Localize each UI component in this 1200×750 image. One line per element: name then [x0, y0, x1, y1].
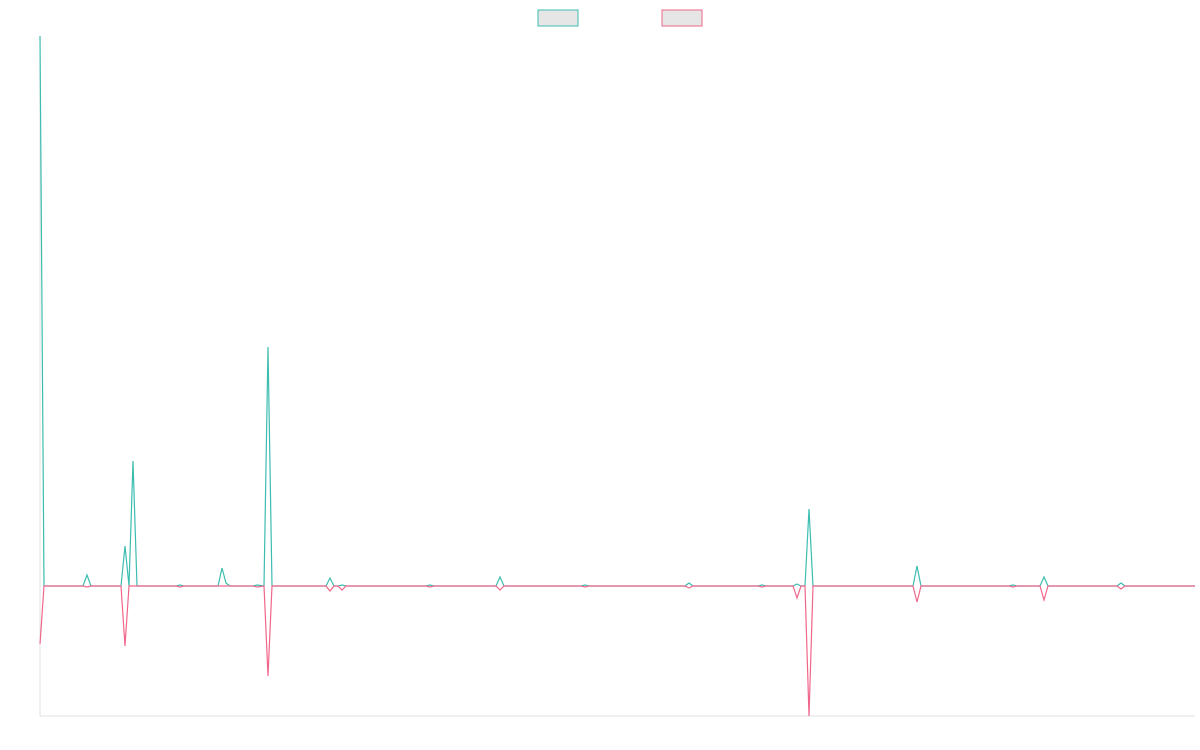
legend-swatch [661, 9, 703, 27]
legend-swatch [537, 9, 579, 27]
series-line [39, 585, 1195, 717]
series-line [39, 35, 1195, 587]
